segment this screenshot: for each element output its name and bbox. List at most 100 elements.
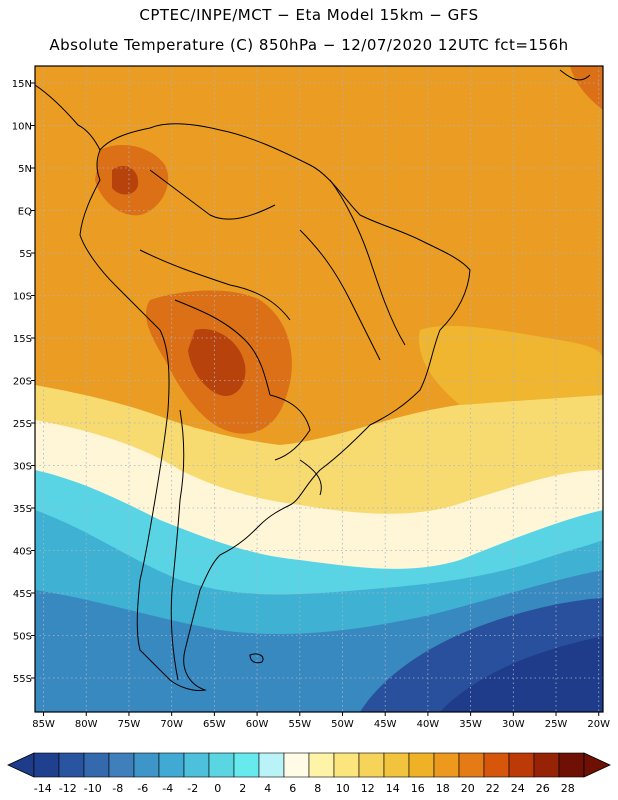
border-uruguay [299, 459, 322, 496]
colorbar-swatch [508, 752, 535, 778]
lon-label: 30W [502, 719, 525, 730]
lon-label: 80W [75, 719, 98, 730]
colorbar-swatch [283, 752, 310, 778]
colorbar-swatch [83, 752, 110, 778]
lon-label: 75W [118, 719, 141, 730]
lon-label: 60W [246, 719, 269, 730]
colorbar-label: -4 [162, 782, 173, 795]
lat-label: 50S [13, 632, 32, 643]
south-america-outline [79, 123, 471, 691]
border-paraguay [269, 394, 311, 461]
lat-label: 30S [13, 462, 32, 473]
lat-label: 25S [13, 419, 32, 430]
border-states [329, 179, 406, 346]
lat-label: 45S [13, 589, 32, 600]
chart-title-line1: CPTEC/INPE/MCT − Eta Model 15km − GFS [139, 6, 479, 24]
field-southwest-blue [35, 640, 120, 712]
field-warm-southeast [419, 325, 603, 405]
border-argentina-chile [170, 409, 185, 681]
temperature-field [35, 66, 603, 712]
lon-label: 35W [459, 719, 482, 730]
lon-label: 25W [545, 719, 568, 730]
colorbar-label: 22 [486, 782, 500, 795]
colorbar-swatch [408, 752, 435, 778]
colorbar-swatch [308, 752, 335, 778]
lon-label: 20W [587, 719, 610, 730]
lon-label: 50W [331, 719, 354, 730]
colorbar-label: -2 [187, 782, 198, 795]
colorbar-swatch [158, 752, 185, 778]
lon-label: 65W [203, 719, 226, 730]
colorbar-swatch [483, 752, 510, 778]
colorbar-swatch [183, 752, 210, 778]
colorbar-swatch [133, 752, 160, 778]
lat-label: 5N [18, 164, 32, 175]
lon-label: 40W [417, 719, 440, 730]
lat-label: 15S [13, 334, 32, 345]
colorbar-swatch [333, 752, 360, 778]
colorbar-label: 0 [214, 782, 221, 795]
graticule [35, 66, 603, 712]
colorbar-label: -8 [112, 782, 123, 795]
lon-label: 70W [160, 719, 183, 730]
latitude-labels: 15N 10N 5N EQ 5S 10S 15S 20S 25S 30S 35S… [12, 79, 32, 685]
colorbar-label: 18 [436, 782, 450, 795]
colorbar-label: 12 [361, 782, 375, 795]
colorbar-label: 10 [336, 782, 350, 795]
colorbar-swatch [358, 752, 385, 778]
field-hot-northwest [112, 165, 139, 195]
colorbar-swatch [233, 752, 260, 778]
border-brazil-east [299, 229, 381, 361]
coastlines [35, 69, 591, 691]
colorbar-label: 20 [461, 782, 475, 795]
colorbar-swatch [258, 752, 285, 778]
colorbar-label: -10 [84, 782, 102, 795]
lat-label: 40S [13, 547, 32, 558]
lat-label: 35S [13, 504, 32, 515]
chart-title-line2: Absolute Temperature (C) 850hPa − 12/07/… [49, 36, 569, 54]
colorbar-swatch [533, 752, 560, 778]
colorbar-label: -12 [59, 782, 77, 795]
colorbar-label: 2 [239, 782, 246, 795]
colorbar-swatch [458, 752, 485, 778]
lat-label: 10S [13, 292, 32, 303]
colorbar-label: 8 [314, 782, 321, 795]
colorbar-label: -14 [34, 782, 52, 795]
border-brazil-west [139, 249, 291, 321]
falkland-islands [249, 653, 264, 664]
colorbar-swatch [33, 752, 60, 778]
colorbar-swatch [58, 752, 85, 778]
lat-label: 55S [13, 674, 32, 685]
lon-label: 55W [288, 719, 311, 730]
colorbar-swatch [433, 752, 460, 778]
colorbar-swatch [558, 752, 585, 778]
field-hot-northeast [570, 66, 603, 110]
colorbar-label: 24 [511, 782, 525, 795]
colorbar-label: 28 [561, 782, 575, 795]
field-deep-navy-band [440, 636, 603, 712]
caribbean-coast [559, 69, 591, 81]
border-northwest [149, 169, 276, 220]
colorbar-swatch [208, 752, 235, 778]
colorbar-label: 16 [411, 782, 425, 795]
colorbar-swatch [108, 752, 135, 778]
colorbar-swatch [383, 752, 410, 778]
lat-label: 20S [13, 377, 32, 388]
border-bolivia [174, 299, 271, 396]
colorbar-arrow-left [7, 752, 35, 778]
colorbar-label: 4 [264, 782, 271, 795]
colorbar-label: 26 [536, 782, 550, 795]
colorbar: -14 -12 -10 -8 -6 -4 -2 0 2 4 6 8 10 12 … [7, 752, 611, 795]
central-america-outline [35, 84, 101, 151]
colorbar-label: 6 [289, 782, 296, 795]
lat-label: 10N [12, 122, 32, 133]
colorbar-arrow-right [583, 752, 611, 778]
lat-label: 5S [19, 249, 32, 260]
longitude-labels: 85W 80W 75W 70W 65W 60W 55W 50W 45W 40W … [32, 719, 610, 730]
lon-label: 45W [374, 719, 397, 730]
lat-label: 15N [12, 79, 32, 90]
lon-label: 85W [32, 719, 55, 730]
colorbar-label: 14 [386, 782, 400, 795]
colorbar-label: -6 [137, 782, 148, 795]
